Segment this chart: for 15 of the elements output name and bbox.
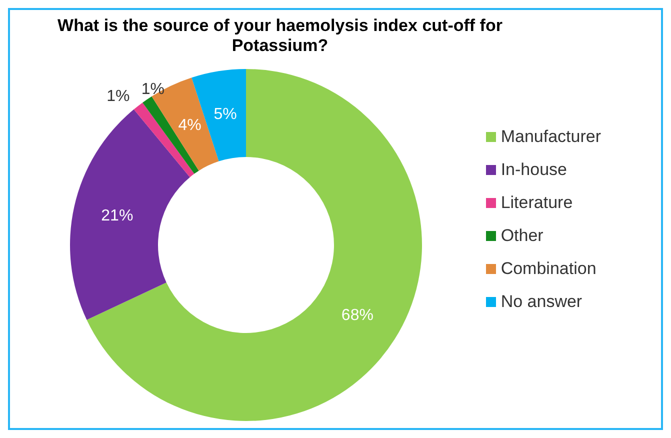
chart-title: What is the source of your haemolysis index cut-off for Potassium? — [56, 16, 504, 56]
legend-label: Combination — [500, 258, 596, 280]
donut-slice — [86, 69, 422, 421]
legend-label: In-house — [500, 159, 567, 181]
legend-label: Literature — [500, 192, 573, 214]
legend-label: Other — [500, 225, 544, 247]
legend-label: No answer — [500, 291, 582, 313]
data-label: 68% — [341, 307, 374, 324]
data-label: 4% — [178, 117, 202, 134]
donut-slice — [142, 96, 199, 174]
data-label: 5% — [214, 106, 237, 124]
data-label: 21% — [101, 208, 134, 225]
legend-label: Manufacturer — [500, 126, 601, 148]
data-label: 1% — [106, 88, 130, 105]
data-label: 1% — [141, 81, 164, 98]
